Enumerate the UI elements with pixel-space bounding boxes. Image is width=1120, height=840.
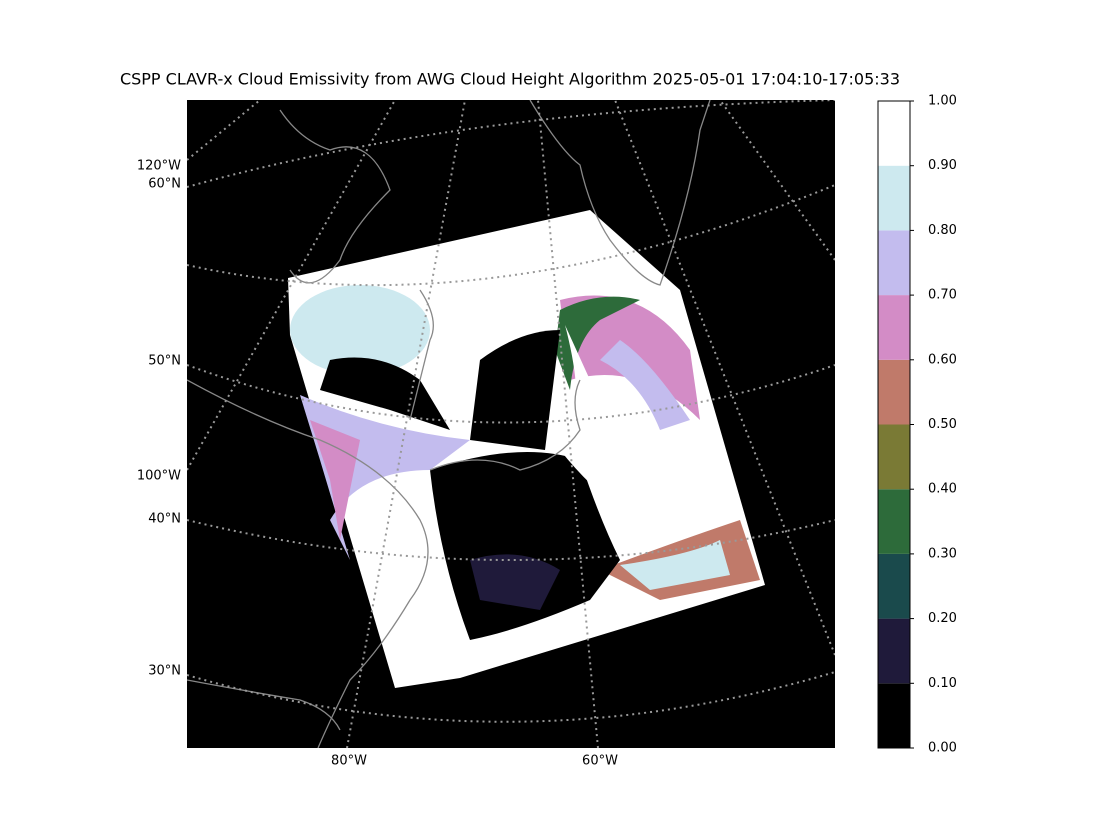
coastline <box>429 379 581 471</box>
tick-label: 0.80 <box>928 223 957 238</box>
cloud <box>290 285 430 375</box>
cloud <box>555 296 640 390</box>
tick-label: 0.20 <box>928 611 957 626</box>
cloud <box>620 540 730 590</box>
clear-sky <box>430 452 620 640</box>
parallel <box>187 184 835 287</box>
clear-sky <box>470 330 560 450</box>
colorbar: 0.00 0.10 0.20 0.30 0.40 0.50 0.60 0.70 0.80 0.90… <box>877 94 957 756</box>
cloud <box>560 325 640 520</box>
tick-label: 0.30 <box>928 546 957 561</box>
map-labels: 120°W 60°N 50°N 100°W 40°N 30°N 80°W 60°W <box>137 159 618 769</box>
coastline <box>187 679 341 731</box>
colorbar-segment <box>878 359 910 425</box>
parallel <box>187 364 835 424</box>
tick-label: 0.90 <box>928 158 957 173</box>
tick-label: 0.70 <box>928 288 957 303</box>
map <box>187 100 835 748</box>
map-label: 40°N <box>148 512 181 527</box>
coastline <box>529 100 711 286</box>
tick-label: 0.50 <box>928 417 957 432</box>
map-label: 100°W <box>137 469 181 484</box>
map-label: 30°N <box>148 664 181 679</box>
colorbar-segment <box>878 553 910 619</box>
colorbar-segment <box>878 165 910 231</box>
colorbar-segment <box>878 295 910 360</box>
colorbar-segment <box>878 101 910 166</box>
colorbar-segment <box>878 230 910 296</box>
map-label: 120°W <box>137 159 181 174</box>
tick-label: 0.10 <box>928 676 957 691</box>
colorbar-segment <box>878 683 910 748</box>
coastline <box>279 109 391 284</box>
meridian <box>187 100 261 161</box>
map-label: 60°N <box>148 177 181 192</box>
cloud <box>310 420 360 540</box>
tick-label: 0.40 <box>928 482 957 497</box>
tick-label: 0.00 <box>928 741 957 756</box>
meridian <box>537 100 599 748</box>
cloud <box>600 340 690 430</box>
map-label: 80°W <box>331 754 367 769</box>
meridian <box>346 100 466 748</box>
map-label: 50°N <box>148 354 181 369</box>
colorbar-segment <box>878 489 910 554</box>
clear-sky <box>320 357 450 430</box>
tick-label: 0.60 <box>928 352 957 367</box>
title: CSPP CLAVR-x Cloud Emissivity from AWG C… <box>120 70 900 89</box>
colorbar-segment <box>878 424 910 490</box>
colorbar-segment <box>878 618 910 684</box>
map-label: 60°W <box>582 754 618 769</box>
cloud <box>470 554 560 610</box>
border <box>409 289 434 421</box>
coastline <box>187 379 429 748</box>
tick-label: 1.00 <box>928 94 957 109</box>
